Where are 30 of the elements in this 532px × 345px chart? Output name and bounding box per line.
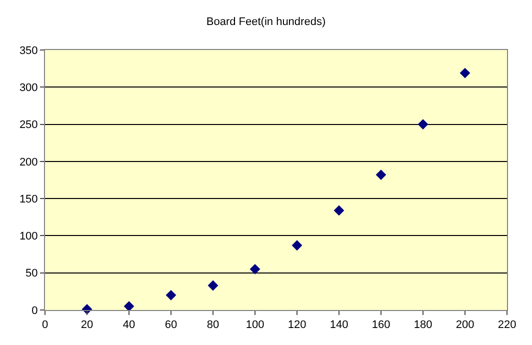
point (250, 264, 260, 274)
x-tick-label: 160 (372, 319, 390, 332)
y-tick-label: 100 (19, 230, 38, 243)
point (460, 68, 470, 78)
y-tick-label: 50 (26, 268, 38, 280)
x-tick-label: 20 (80, 319, 94, 332)
point (418, 119, 428, 130)
point (208, 280, 218, 291)
x-tick-label: 140 (330, 319, 348, 332)
x-tick-label: 180 (414, 319, 432, 332)
x-tick-label: 200 (456, 319, 474, 332)
x-tick-label: 100 (246, 319, 264, 332)
y-tick-label: 300 (19, 82, 38, 94)
point (124, 301, 134, 312)
y-tick-label: 250 (19, 119, 38, 132)
x-tick-label: 220 (498, 319, 516, 332)
x-tick-label: 40 (122, 319, 136, 332)
chart-title: Board Feet(in hundreds) (206, 16, 326, 28)
point (292, 240, 302, 251)
point (166, 290, 176, 300)
y-tick-label: 350 (19, 44, 38, 57)
point (334, 205, 344, 216)
y-tick-label: 0 (32, 304, 38, 317)
x-tick-label: 0 (42, 319, 48, 332)
y-tick-label: 150 (19, 193, 38, 206)
point (376, 170, 386, 180)
y-tick-label: 200 (19, 156, 38, 168)
x-tick-label: 80 (206, 319, 220, 332)
x-tick-label: 120 (288, 319, 306, 332)
x-tick-label: 60 (164, 319, 178, 332)
